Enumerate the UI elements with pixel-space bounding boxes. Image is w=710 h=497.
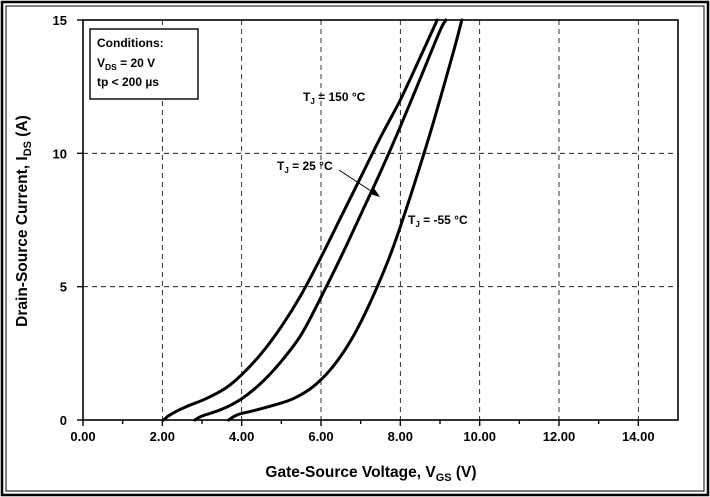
x-tick-label: 10.00 [463, 429, 496, 444]
conditions-vds: VDS = 20 V [97, 56, 155, 72]
x-tick-label: 2.00 [150, 429, 175, 444]
label-150c: TJ = 150 °C [303, 90, 366, 106]
arrow-25c [338, 169, 375, 194]
x-tick-label: 8.00 [388, 429, 413, 444]
curve-25c [193, 18, 448, 422]
conditions-frame [89, 28, 199, 100]
y-tick-label: 10 [53, 146, 67, 161]
arrow-25c-head [370, 188, 380, 197]
x-tick-label: 6.00 [308, 429, 333, 444]
conditions-box: Conditions: VDS = 20 V tp < 200 µs [89, 28, 199, 100]
curve-150c [162, 18, 439, 422]
inner-frame [5, 5, 705, 492]
conditions-pulse: tp < 200 µs [97, 75, 159, 89]
curve-minus55c [227, 18, 464, 422]
label-minus55c: TJ = -55 °C [408, 213, 468, 229]
plot-area [82, 19, 679, 421]
tick-labels: 0.00 2.00 4.00 6.00 8.00 10.00 12.00 14.00 0 5 10 1… [53, 13, 655, 444]
series-curves [162, 18, 464, 422]
y-tick-label: 15 [53, 13, 67, 28]
y-tick-label: 0 [60, 413, 67, 428]
x-axis-title: Gate-Source Voltage, VGS (V) [265, 464, 476, 484]
x-tick-label: 4.00 [229, 429, 254, 444]
axis-ticks [77, 19, 640, 426]
x-tick-label: 14.00 [622, 429, 655, 444]
y-axis-title: Drain-Source Current, IDS (A) [14, 115, 34, 327]
x-tick-label: 12.00 [543, 429, 576, 444]
conditions-title: Conditions: [97, 36, 164, 50]
x-tick-label: 0.00 [70, 429, 95, 444]
label-25c: TJ = 25 °C [277, 159, 333, 175]
y-tick-label: 5 [60, 280, 67, 295]
